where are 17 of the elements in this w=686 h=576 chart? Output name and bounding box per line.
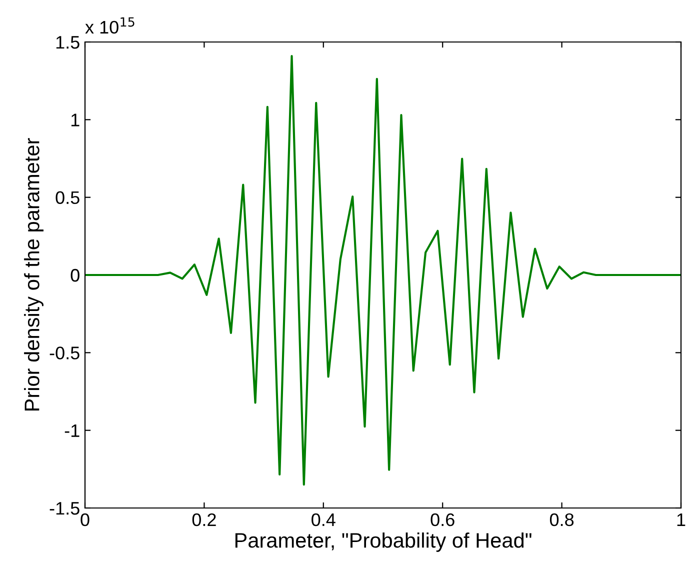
- y-tick-label: -1: [64, 424, 80, 437]
- x-tick-label: 0.4: [312, 513, 336, 526]
- line-series: [85, 54, 681, 486]
- y-tick-label: 0: [70, 268, 80, 282]
- x-tick-label: 0: [80, 513, 90, 526]
- y-tick-label: 0.5: [56, 191, 80, 204]
- x-tick-label: 1: [677, 514, 686, 526]
- x-axis-title: Parameter, "Probability of Head": [235, 532, 532, 552]
- y-tick-label: 1.5: [56, 36, 80, 49]
- text: x 10$^{15}$: [85, 17, 134, 34]
- y-tick-label: 1: [71, 114, 80, 126]
- y-tick-label: -0.5: [50, 346, 80, 360]
- x-tick-label: 0.2: [192, 513, 216, 526]
- y-axis-title: Prior density of the parameter: [24, 138, 44, 410]
- x-tick-label: 0.6: [430, 513, 454, 526]
- y-tick-label: -1.5: [50, 502, 80, 515]
- x-tick-label: 0.8: [550, 513, 574, 526]
